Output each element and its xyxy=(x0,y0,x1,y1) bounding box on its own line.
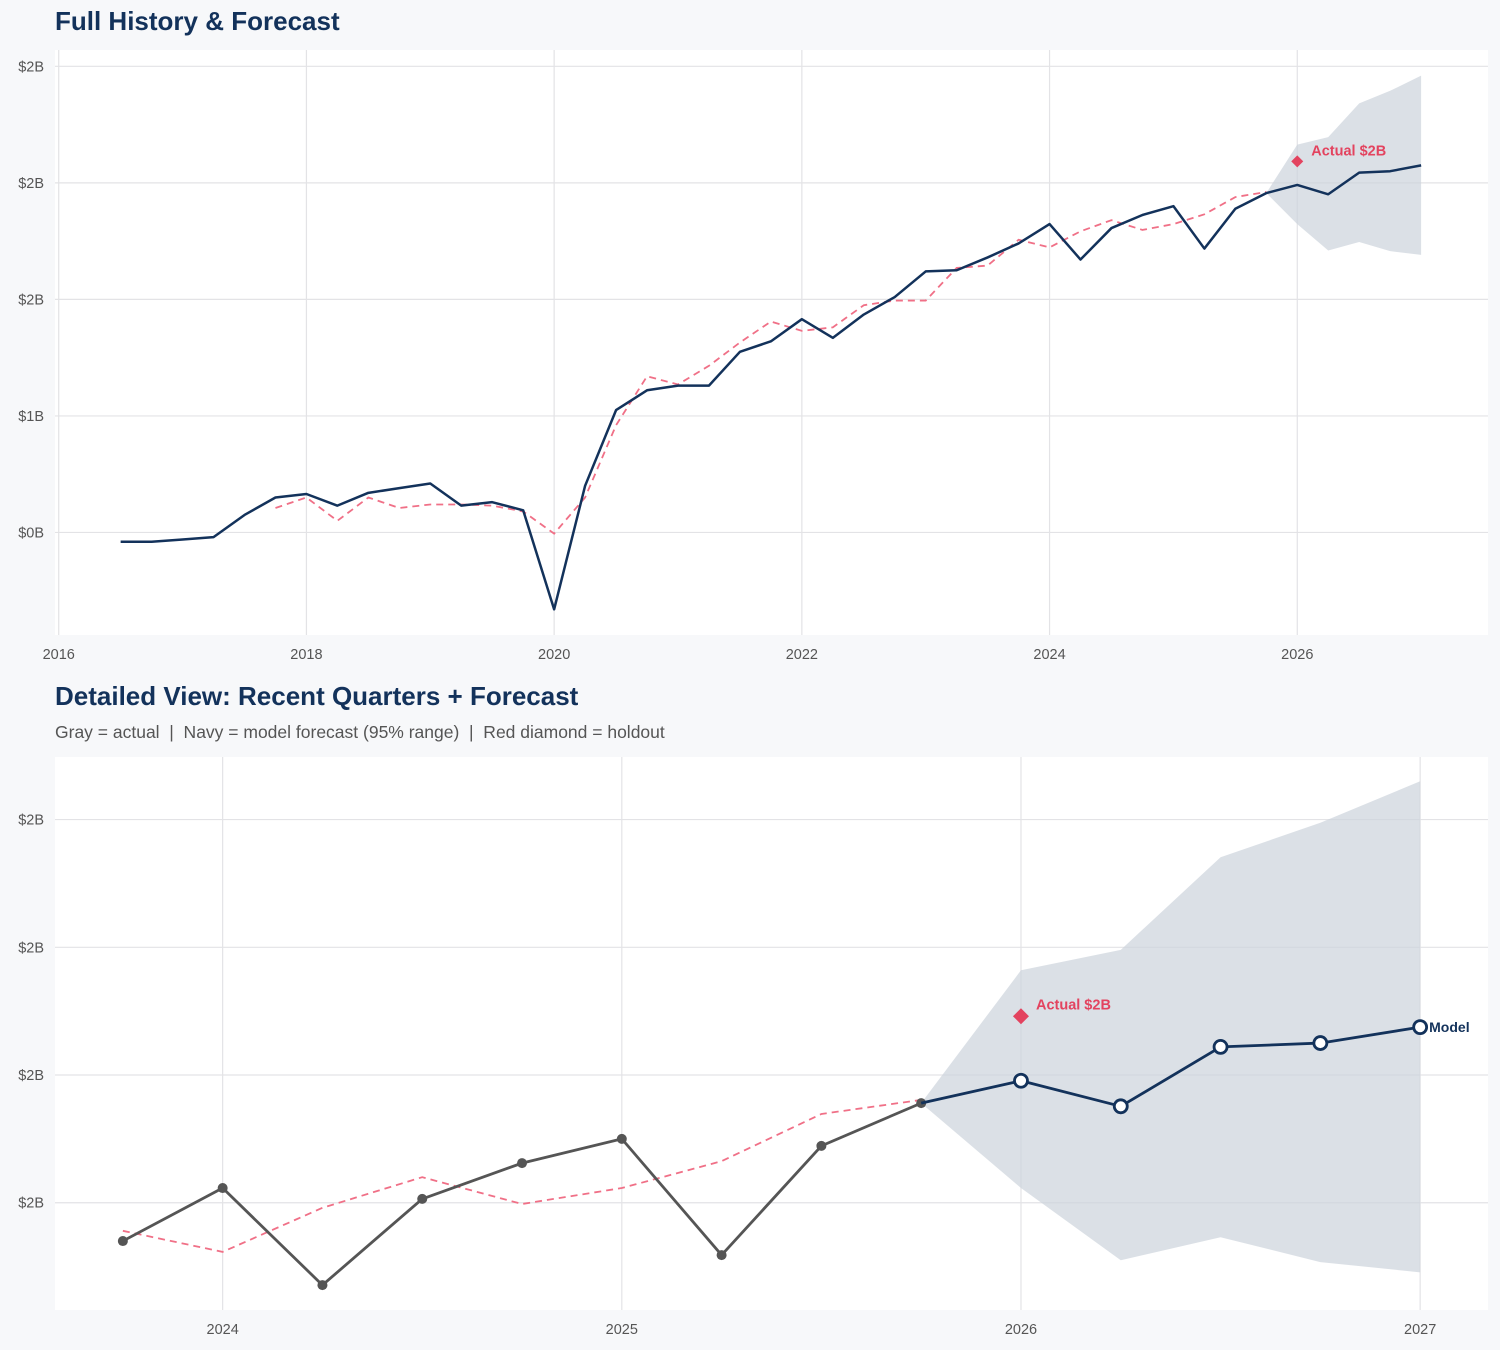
chart-title-detailed-view: Detailed View: Recent Quarters + Forecas… xyxy=(55,681,579,711)
x-tick-label: 2027 xyxy=(1404,1322,1436,1338)
forecast-point xyxy=(1312,1035,1329,1051)
forecast-point xyxy=(1412,1019,1429,1036)
actual-point xyxy=(417,1193,428,1204)
y-tick-label: $2B xyxy=(18,1068,44,1084)
holdout-diamond xyxy=(1291,155,1304,168)
actual-point xyxy=(117,1236,128,1247)
x-tick-label: 2024 xyxy=(1033,647,1065,663)
actual-point xyxy=(317,1280,328,1291)
forecast-point xyxy=(1212,1039,1229,1055)
x-tick-label: 2022 xyxy=(786,647,818,663)
actual-and-forecast-line xyxy=(120,164,1422,611)
x-tick-label: 2026 xyxy=(1281,647,1313,663)
holdout-label: Actual $2B xyxy=(1311,143,1386,159)
actual-point xyxy=(517,1158,528,1169)
actual-point xyxy=(816,1140,827,1151)
x-tick-label: 2024 xyxy=(207,1322,239,1338)
forecast-point xyxy=(1013,1072,1029,1089)
forecast-95-range-band xyxy=(921,781,1421,1273)
forecast-95-range-band xyxy=(1266,75,1422,255)
actual-point xyxy=(217,1183,228,1194)
plot-area xyxy=(55,50,1488,635)
actual-point xyxy=(716,1250,727,1261)
y-tick-label: $2B xyxy=(18,59,44,75)
x-tick-label: 2025 xyxy=(606,1322,638,1338)
chart-title-full-history: Full History & Forecast xyxy=(55,6,340,36)
forecast-label: Model xyxy=(1429,1019,1469,1035)
holdout-label: Actual $2B xyxy=(1036,997,1111,1013)
x-tick-label: 2018 xyxy=(290,647,322,663)
x-tick-label: 2016 xyxy=(43,647,75,663)
chart-subtitle-legend-note: Gray = actual | Navy = model forecast (9… xyxy=(55,722,665,742)
actual-point xyxy=(616,1133,627,1144)
forecast-line xyxy=(920,1025,1421,1108)
y-tick-label: $2B xyxy=(18,176,44,192)
fitted-line xyxy=(122,1099,922,1253)
y-tick-label: $2B xyxy=(18,813,44,829)
detailed-view-chart: $2B $2B $2B $2B 2024 2025 2026 2027 Model Actual … xyxy=(18,757,1488,1338)
forecast-point xyxy=(1112,1098,1129,1115)
y-tick-label: $2B xyxy=(18,292,44,308)
y-tick-label: $1B xyxy=(18,409,44,425)
full-history-chart: $0B $1B $2B $2B $2B 2016 2018 2020 2022 2024 2026 A… xyxy=(18,50,1488,663)
x-tick-label: 2020 xyxy=(538,647,570,663)
x-tick-label: 2026 xyxy=(1005,1322,1037,1338)
y-tick-label: $2B xyxy=(18,1196,44,1212)
y-tick-label: $2B xyxy=(18,940,44,956)
holdout-diamond xyxy=(1012,1008,1029,1025)
fitted-line xyxy=(275,191,1267,535)
y-tick-label: $0B xyxy=(18,525,44,541)
